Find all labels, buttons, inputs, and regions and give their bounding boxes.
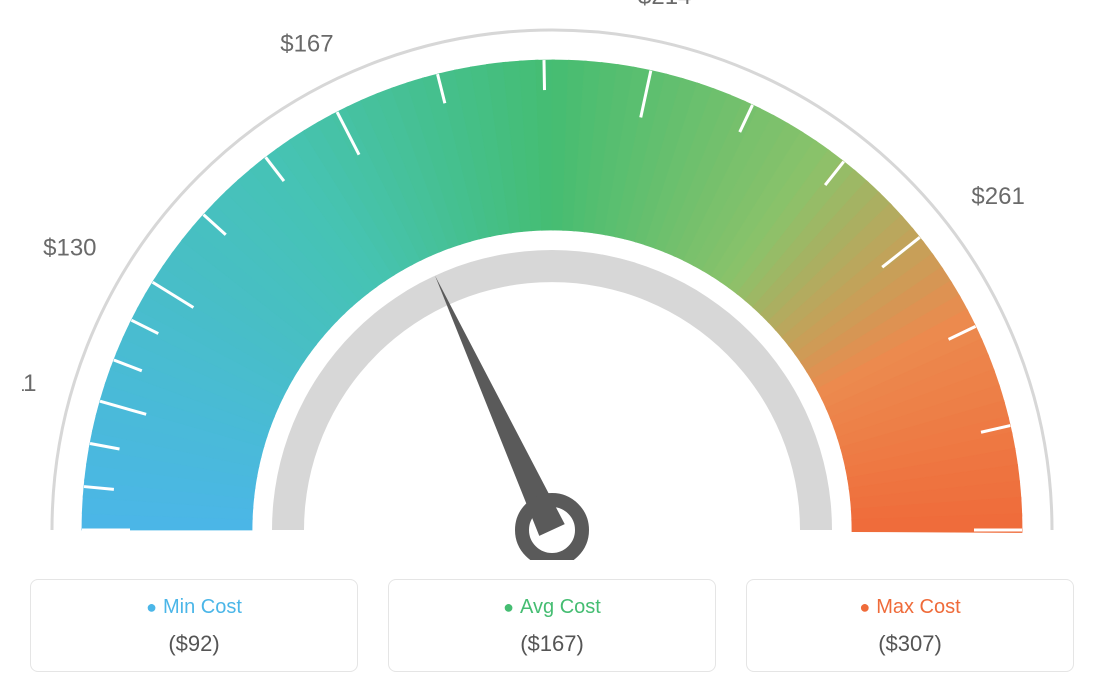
gauge-svg: $92$111$130$167$214$261$307 (22, 0, 1082, 560)
scale-label: $261 (971, 183, 1024, 210)
legend-avg-value: ($167) (399, 631, 705, 657)
legend-card-min: Min Cost ($92) (30, 579, 358, 672)
gauge-band (82, 60, 1022, 532)
legend-row: Min Cost ($92) Avg Cost ($167) Max Cost … (0, 579, 1104, 672)
legend-min-value: ($92) (41, 631, 347, 657)
legend-max-label: Max Cost (757, 596, 1063, 619)
scale-label: $167 (280, 30, 333, 57)
legend-avg-label: Avg Cost (399, 596, 705, 619)
scale-label: $111 (22, 370, 37, 397)
legend-min-label: Min Cost (41, 596, 347, 619)
cost-gauge: $92$111$130$167$214$261$307 (22, 0, 1082, 560)
scale-label: $130 (43, 234, 96, 261)
legend-max-value: ($307) (757, 631, 1063, 657)
legend-card-avg: Avg Cost ($167) (388, 579, 716, 672)
scale-label: $214 (638, 0, 691, 10)
legend-card-max: Max Cost ($307) (746, 579, 1074, 672)
